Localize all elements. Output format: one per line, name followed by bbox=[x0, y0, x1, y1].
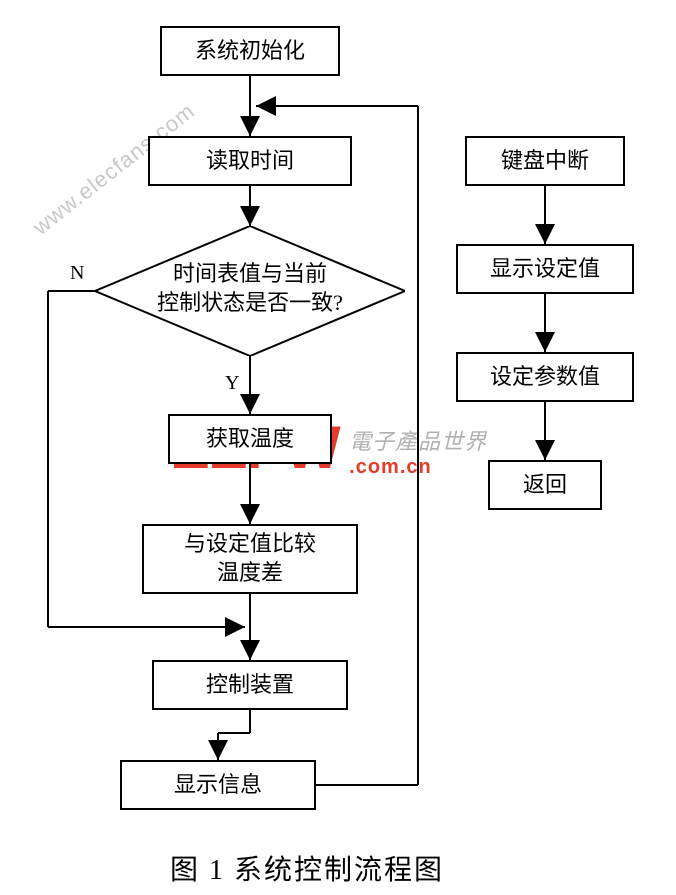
label-no: N bbox=[70, 262, 84, 285]
label-yes: Y bbox=[225, 372, 239, 395]
figure-caption: 图 1 系统控制流程图 bbox=[170, 848, 444, 888]
flowchart-canvas: www.elecfans.com EEPW 電子產品世界 .com.cn 系统初… bbox=[0, 0, 676, 895]
node-decision-time-match: 时间表值与当前控制状态是否一致? bbox=[95, 226, 405, 356]
node-system-init: 系统初始化 bbox=[160, 26, 340, 76]
node-get-temperature: 获取温度 bbox=[168, 414, 332, 464]
node-return: 返回 bbox=[488, 460, 602, 510]
node-display-info: 显示信息 bbox=[120, 760, 316, 810]
node-read-time: 读取时间 bbox=[148, 136, 352, 186]
decision-text: 时间表值与当前控制状态是否一致? bbox=[95, 260, 405, 317]
node-display-setpoint: 显示设定值 bbox=[456, 244, 634, 294]
node-set-params: 设定参数值 bbox=[456, 352, 634, 402]
node-compare-temp: 与设定值比较温度差 bbox=[142, 524, 358, 594]
node-control-device: 控制装置 bbox=[152, 660, 348, 710]
watermark-eepw-cn: 電子產品世界 bbox=[349, 429, 487, 454]
node-keyboard-interrupt: 键盘中断 bbox=[465, 136, 625, 186]
watermark-eepw-url: .com.cn bbox=[349, 456, 432, 478]
